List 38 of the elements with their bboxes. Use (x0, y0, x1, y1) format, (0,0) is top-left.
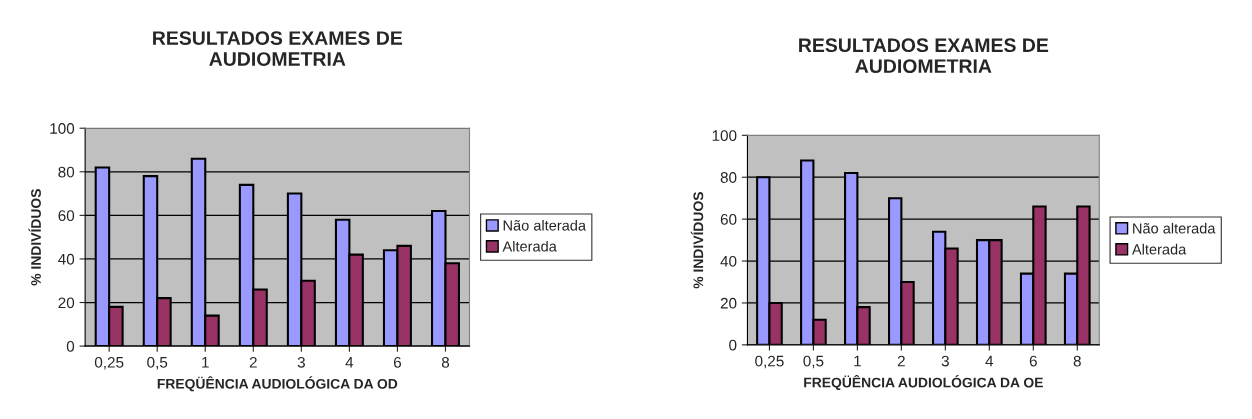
legend-label: Não alterada (503, 219, 587, 231)
y-tick-label: 100 (712, 130, 737, 142)
x-tick-label: 0,5 (803, 355, 824, 369)
x-tick-label: 6 (1029, 355, 1037, 367)
y-tick-label: 40 (58, 253, 75, 265)
x-tick-label: 8 (1073, 355, 1081, 367)
legend-label: Não alterada (1133, 222, 1216, 234)
x-tick-label: 2 (249, 356, 257, 368)
legend-label: Alterada (1131, 243, 1187, 255)
y-tick-label: 60 (58, 210, 75, 222)
x-axis-title: FREQÜÊNCIA AUDIOLÓGICA DA OE (804, 374, 1043, 391)
x-tick-label: 1 (854, 355, 861, 367)
y-tick-label: 40 (720, 255, 737, 267)
x-tick-label: 3 (297, 356, 305, 368)
x-tick-label: 4 (345, 357, 354, 368)
y-tick-label: 80 (58, 166, 75, 178)
y-tick-label: 0 (66, 340, 75, 352)
y-tick-label: 80 (720, 172, 737, 183)
y-tick-label: 0 (729, 339, 737, 351)
y-axis-title: % INDIVÍDUOS (28, 189, 41, 286)
legend-label: Alterada (502, 240, 557, 252)
y-tick-label: 20 (720, 297, 737, 309)
x-tick-label: 2 (897, 355, 905, 367)
x-tick-label: 0,5 (147, 356, 168, 370)
y-tick-label: 60 (720, 214, 737, 225)
x-tick-label: 0,25 (755, 355, 784, 369)
x-tick-label: 1 (202, 357, 209, 368)
x-tick-label: 6 (393, 356, 402, 368)
y-axis-title: % INDIVÍDUOS (690, 192, 704, 289)
x-tick-label: 8 (441, 356, 450, 368)
chart-title: RESULTADOS EXAMES DE AUDIOMETRIA (153, 31, 403, 66)
y-tick-label: 20 (58, 297, 75, 309)
chart-title: RESULTADOS EXAMES DE AUDIOMETRIA (799, 38, 1049, 74)
x-axis-title: FREQÜÊNCIA AUDIOLÓGICA DA OD (157, 376, 398, 392)
x-tick-label: 3 (941, 355, 949, 367)
x-tick-label: 0,25 (94, 356, 124, 370)
x-tick-label: 4 (985, 355, 994, 367)
y-tick-label: 100 (50, 123, 75, 134)
